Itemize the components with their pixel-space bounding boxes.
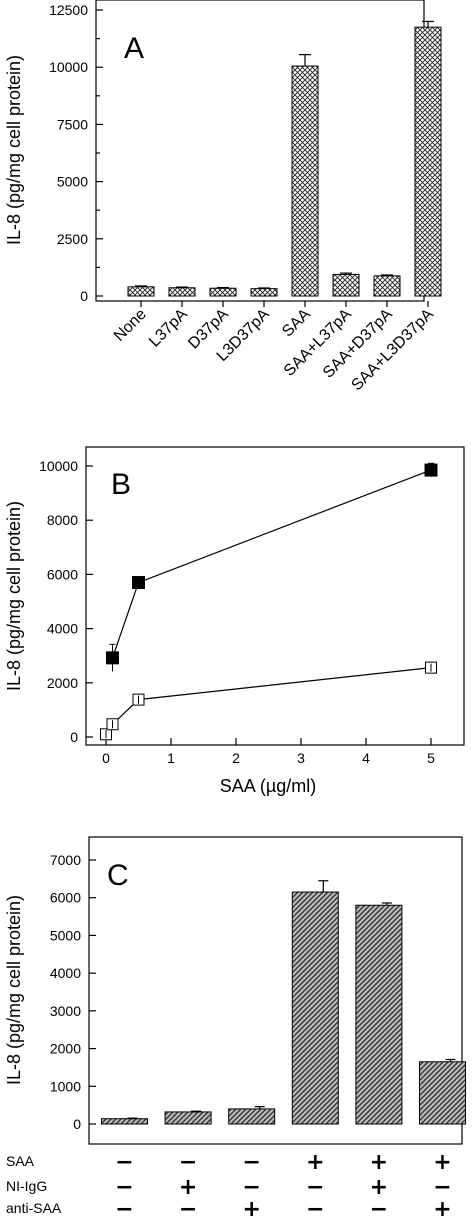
panel-c-y-tick-label: 1000 — [50, 1078, 81, 1094]
panel-b-x-tick-label: 4 — [362, 750, 370, 766]
panel-c-minus-sign: − — [179, 1197, 197, 1216]
panel-a-y-tick-label: 0 — [80, 288, 88, 304]
panel-b: B IL-8 (pg/mg cell protein) SAA (µg/ml) … — [4, 446, 465, 796]
panel-a-y-tick-label: 2500 — [57, 231, 88, 247]
panel-c-y-tick-label: 3000 — [50, 1003, 81, 1019]
panel-c-bar — [101, 1118, 148, 1125]
panel-c-bar — [355, 904, 403, 1125]
panel-b-label: B — [111, 468, 131, 501]
panel-c-plus-sign: + — [433, 1197, 451, 1216]
panel-c-bar — [291, 891, 339, 1125]
panel-a-category-label: SAA — [279, 306, 314, 341]
panel-b-series-line — [105, 667, 432, 735]
panel-b-y-tick-label: 6000 — [47, 566, 78, 582]
panel-c-y-tick-label: 0 — [73, 1116, 81, 1132]
panel-c-y-tick-label: 2000 — [50, 1041, 81, 1057]
panel-b-series-line — [111, 469, 432, 659]
panel-a-label: A — [124, 32, 144, 65]
panel-b-x-axis-label: SAA (µg/ml) — [220, 776, 316, 796]
panel-b-y-tick-label: 4000 — [47, 621, 78, 637]
panel-c-y-axis-label: IL-8 (pg/mg cell protein) — [4, 895, 24, 1085]
panel-c-minus-sign: − — [242, 1150, 260, 1175]
panel-c-minus-sign: − — [115, 1175, 133, 1200]
panel-c-bar — [228, 1108, 276, 1125]
panel-a-bar — [291, 65, 319, 297]
panel-a-bar — [332, 273, 360, 297]
panel-a-bar — [250, 288, 278, 297]
panel-b-x-tick-label: 1 — [167, 750, 175, 766]
panel-c-y-tick-label: 7000 — [50, 852, 81, 868]
panel-a-bar — [414, 26, 442, 297]
panel-c-plus-sign: + — [242, 1197, 260, 1216]
panel-b-plot-frame — [85, 446, 465, 746]
panel-c-minus-sign: − — [370, 1197, 388, 1216]
panel-b-x-tick-label: 2 — [232, 750, 240, 766]
panel-c-plus-sign: + — [179, 1175, 197, 1200]
panel-a-bar — [373, 275, 401, 297]
panel-b-filled-square-point — [424, 463, 438, 477]
panel-c-minus-sign: − — [433, 1175, 451, 1200]
panel-b-y-tick-label: 2000 — [47, 675, 78, 691]
panel-a-y-tick-label: 7500 — [57, 116, 88, 132]
panel-b-y-tick-label: 0 — [70, 729, 78, 745]
panel-a-category-label: None — [111, 306, 150, 345]
panel-c-bar — [164, 1111, 212, 1125]
panel-c-plus-sign: + — [433, 1150, 451, 1175]
panel-b-x-tick-label: 3 — [297, 750, 305, 766]
panel-c-y-tick-label: 6000 — [50, 890, 81, 906]
panel-a-y-tick-label: 12500 — [49, 2, 88, 18]
panel-c-minus-sign: − — [115, 1150, 133, 1175]
panel-c-minus-sign: − — [115, 1197, 133, 1216]
panel-c-plus-sign: + — [370, 1175, 388, 1200]
panel-b-x-tick-label: 5 — [427, 750, 435, 766]
panel-a-y-tick-label: 10000 — [49, 59, 88, 75]
panel-c-condition-label: NI-IgG — [6, 1178, 47, 1194]
panel-a-plot-frame — [95, 0, 425, 302]
panel-c-plot-frame — [88, 836, 463, 1145]
panel-c-y-tick-label: 5000 — [50, 927, 81, 943]
panel-c-minus-sign: − — [179, 1150, 197, 1175]
panel-c-minus-sign: − — [242, 1175, 260, 1200]
panel-b-x-tick-label: 0 — [102, 750, 110, 766]
panel-a-bar — [127, 286, 155, 297]
panel-b-filled-square-point — [132, 576, 145, 590]
panel-c-minus-sign: − — [306, 1175, 324, 1200]
panel-a-category-label: L37pA — [146, 306, 191, 351]
panel-c-condition-label: anti-SAA — [6, 1200, 62, 1216]
panel-b-y-tick-label: 8000 — [47, 512, 78, 528]
panel-c-plus-sign: + — [306, 1150, 324, 1175]
panel-a: A IL-8 (pg/mg cell protein) 0 2500 5000 750… — [4, 0, 442, 394]
panel-b-filled-square-point — [106, 651, 119, 665]
panel-c-bar — [419, 1061, 466, 1125]
panel-b-y-axis-label: IL-8 (pg/mg cell protein) — [4, 501, 24, 691]
panel-c-label: C — [107, 859, 129, 892]
panel-c: C IL-8 (pg/mg cell protein) 0 1000 2000 300… — [4, 836, 466, 1216]
panel-a-y-tick-label: 5000 — [57, 174, 88, 190]
panel-a-y-axis-label: IL-8 (pg/mg cell protein) — [4, 55, 24, 245]
panel-c-condition-label: SAA — [6, 1153, 35, 1169]
panel-b-y-tick-label: 10000 — [39, 458, 78, 474]
panel-c-y-tick-label: 4000 — [50, 965, 81, 981]
panel-c-minus-sign: − — [306, 1197, 324, 1216]
panel-a-bar — [168, 287, 196, 297]
panel-c-plus-sign: + — [370, 1150, 388, 1175]
panel-a-bar — [209, 287, 237, 297]
